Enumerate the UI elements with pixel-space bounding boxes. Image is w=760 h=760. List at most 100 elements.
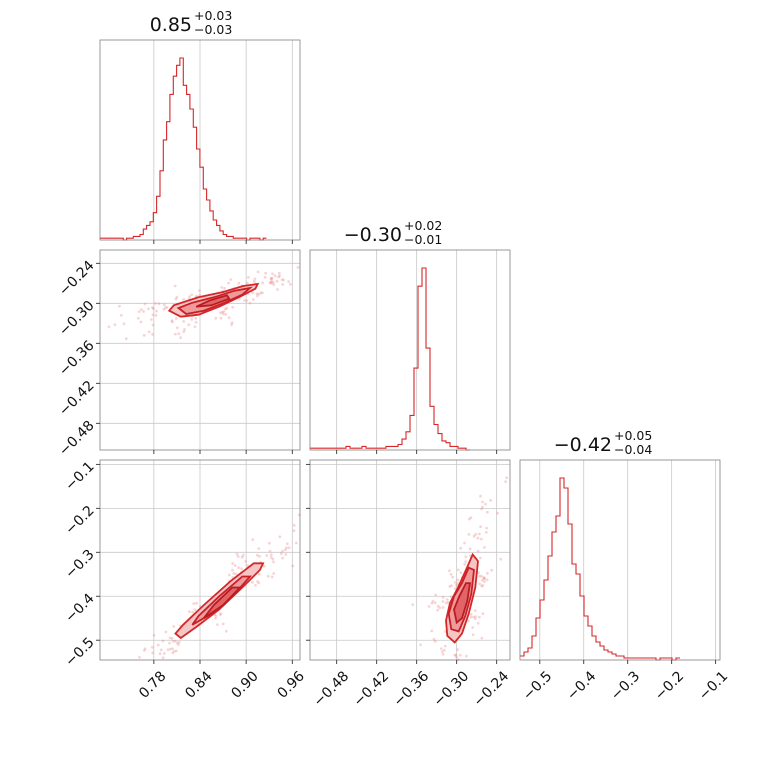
- scatter-point: [154, 302, 157, 305]
- scatter-point: [281, 556, 284, 560]
- scatter-point: [124, 337, 128, 341]
- scatter-point: [446, 601, 450, 604]
- scatter-point: [162, 308, 166, 311]
- scatter-point: [170, 637, 174, 640]
- contour-inner-2-1: [453, 582, 472, 625]
- scatter-point: [256, 580, 259, 583]
- scatter-point: [456, 648, 459, 651]
- scatter-point: [465, 654, 468, 658]
- scatter-point: [142, 334, 146, 337]
- scatter-point: [471, 633, 475, 637]
- scatter-point: [476, 549, 480, 553]
- scatter-point: [270, 276, 274, 280]
- scatter-point: [268, 281, 272, 284]
- scatter-point: [277, 275, 280, 279]
- scatter-point: [441, 595, 445, 599]
- y-tick-label: −0.42: [56, 378, 98, 420]
- param-plus-2: +0.05: [614, 428, 652, 443]
- scatter-point: [157, 302, 161, 306]
- scatter-point: [152, 307, 155, 310]
- scatter-point: [430, 629, 434, 633]
- scatter-point: [270, 279, 273, 283]
- scatter-point: [432, 637, 436, 641]
- scatter-point: [443, 648, 446, 652]
- x-tick-label: 0.90: [228, 668, 261, 701]
- scatter-point: [152, 633, 156, 637]
- scatter-point: [165, 306, 169, 309]
- scatter-point: [142, 310, 145, 313]
- scatter-point: [269, 277, 273, 281]
- scatter-point: [161, 656, 165, 660]
- scatter-point: [231, 305, 235, 309]
- scatter-point: [277, 271, 281, 275]
- scatter-point: [479, 494, 482, 498]
- scatter-point: [270, 277, 274, 281]
- scatter-point: [174, 297, 178, 301]
- scatter-point: [161, 639, 165, 643]
- scatter-point: [118, 304, 121, 308]
- scatter-point: [453, 653, 457, 657]
- panel-frame-1-1: [309, 249, 511, 451]
- scatter-point: [225, 306, 229, 310]
- scatter-point: [463, 562, 467, 566]
- scatter-point: [282, 278, 285, 282]
- scatter-point: [272, 560, 275, 564]
- scatter-point: [261, 291, 264, 295]
- scatter-point: [171, 651, 175, 655]
- scatter-point: [214, 616, 217, 620]
- panel-frame-2-1: [309, 459, 511, 661]
- scatter-point: [169, 647, 172, 651]
- scatter-point: [198, 289, 201, 292]
- scatter-point: [482, 576, 486, 579]
- scatter-point: [221, 312, 225, 316]
- scatter-point: [151, 651, 155, 655]
- scatter-point: [458, 653, 462, 657]
- scatter-point: [478, 582, 482, 586]
- scatter-point: [269, 281, 273, 284]
- scatter-point: [263, 275, 267, 279]
- scatter-point: [257, 572, 261, 576]
- scatter-point: [164, 306, 168, 310]
- scatter-point: [223, 286, 226, 290]
- scatter-point: [158, 652, 162, 656]
- scatter-point: [276, 288, 279, 291]
- scatter-point: [219, 612, 223, 615]
- scatter-point: [256, 270, 260, 274]
- histogram-0: [100, 57, 267, 241]
- scatter-point: [150, 645, 154, 649]
- param-median-1: −0.30: [344, 224, 402, 246]
- scatter-point: [251, 291, 254, 295]
- scatter-point: [476, 622, 480, 625]
- scatter-point: [222, 310, 226, 313]
- scatter-point: [474, 533, 478, 536]
- y-tick-label: −0.24: [56, 258, 98, 300]
- scatter-point: [271, 272, 274, 276]
- contour-inner-2-0: [203, 586, 243, 619]
- scatter-point: [278, 274, 281, 278]
- scatter-point: [481, 612, 485, 616]
- x-tick-label: −0.24: [471, 668, 513, 710]
- scatter-point: [164, 630, 168, 634]
- scatter-point: [485, 526, 489, 530]
- scatter-point: [441, 652, 445, 656]
- scatter-point: [173, 639, 177, 643]
- histogram-2: [520, 477, 680, 661]
- scatter-point: [482, 576, 486, 580]
- scatter-point: [113, 323, 117, 326]
- x-tick-label: −0.30: [431, 668, 473, 710]
- scatter-point: [150, 318, 153, 321]
- param-minus-1: −0.01: [404, 232, 442, 247]
- scatter-point: [171, 639, 175, 643]
- scatter-point: [139, 320, 143, 324]
- scatter-point: [192, 602, 196, 605]
- scatter-point: [142, 649, 146, 652]
- scatter-point: [221, 622, 225, 626]
- scatter-point: [496, 511, 499, 515]
- scatter-point: [138, 655, 141, 659]
- scatter-point: [143, 302, 147, 306]
- scatter-point: [490, 568, 494, 572]
- param-plus-0: +0.03: [194, 8, 232, 23]
- scatter-point: [174, 332, 177, 336]
- scatter-point: [267, 541, 271, 545]
- panel-1-0: [96, 249, 301, 454]
